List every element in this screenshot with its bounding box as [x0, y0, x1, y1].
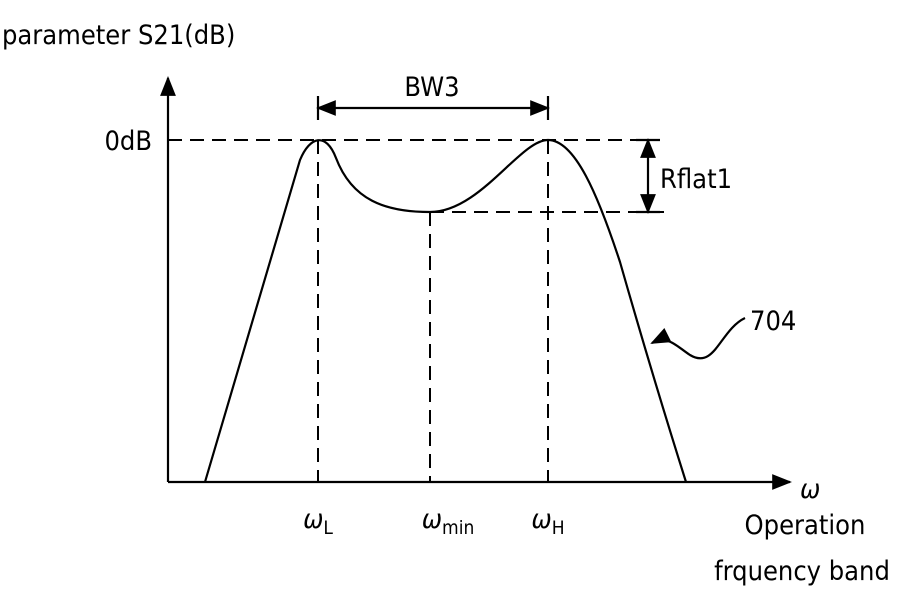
x-caption: Operation [745, 510, 866, 541]
label-part: ω [531, 504, 551, 535]
label-part: H [552, 517, 565, 539]
ripple-label: Rflat1 [660, 164, 732, 195]
marker-label: ωH [531, 504, 564, 539]
label-part: min [442, 517, 474, 539]
ref-label: 704 [750, 306, 796, 337]
ref-leader [650, 317, 746, 360]
bw-label: BW3 [404, 72, 459, 103]
label-part: L [323, 517, 333, 539]
label-part: ω [422, 504, 442, 535]
x-caption: frquency band [714, 556, 890, 587]
level-label: 0dB [104, 126, 152, 157]
marker-label: ωmin [422, 504, 475, 539]
response-curve [203, 138, 688, 483]
label-part: ω [303, 504, 323, 535]
x-axis-label: ω [800, 474, 820, 505]
marker-label: ωL [303, 504, 333, 539]
y-axis-label: parameter S21(dB) [2, 20, 235, 51]
